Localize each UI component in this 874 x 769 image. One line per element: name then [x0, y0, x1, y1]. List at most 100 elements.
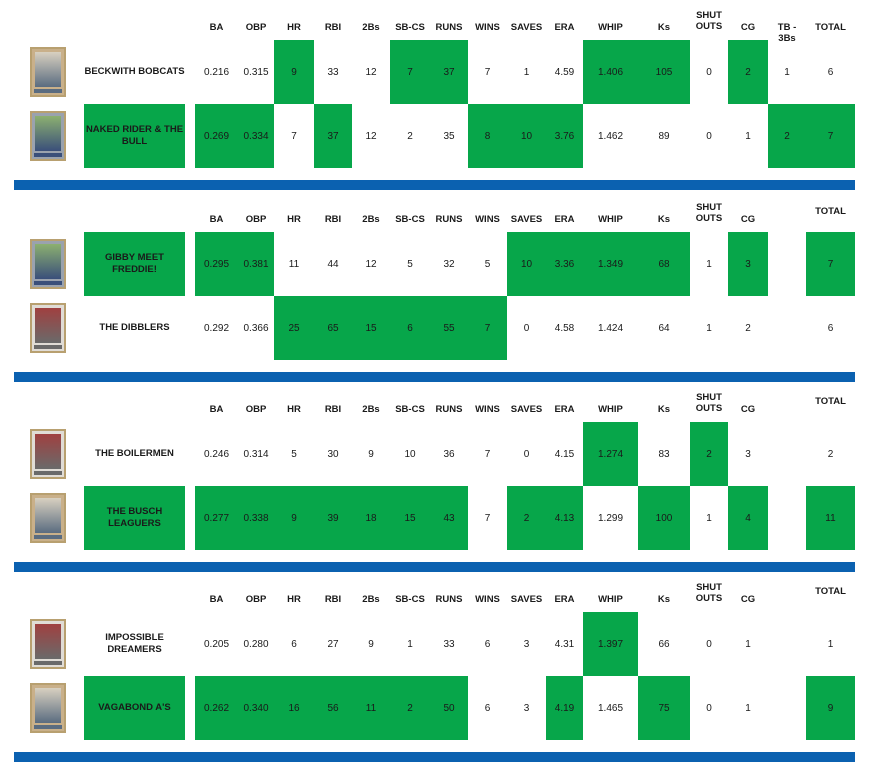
- column-header: 2Bs: [362, 214, 380, 225]
- stat-cell: 10: [404, 448, 416, 460]
- stat-cell: 43: [430, 486, 468, 550]
- stat-cell: 2: [768, 104, 806, 168]
- column-header: OBP: [245, 22, 267, 33]
- stat-cell: 50: [430, 676, 468, 740]
- stat-cell: 7: [390, 40, 430, 104]
- stat-cell: 10: [507, 104, 546, 168]
- stat-cell: 2: [690, 422, 728, 486]
- stat-cell: 7: [484, 448, 491, 460]
- stat-cell: 9: [368, 638, 374, 650]
- stat-cell: 7: [806, 232, 855, 296]
- column-header: 2Bs: [362, 22, 380, 33]
- stat-cell: 66: [658, 638, 670, 650]
- stat-cell: 1: [745, 702, 751, 714]
- stat-cell: 3.76: [546, 104, 583, 168]
- stat-cell: 7: [484, 512, 491, 524]
- stat-cell: 9: [274, 40, 314, 104]
- column-header: RBI: [324, 214, 342, 225]
- stat-cell: 4.13: [546, 486, 583, 550]
- stat-cell: 3.36: [546, 232, 583, 296]
- stat-cell: 2: [728, 40, 768, 104]
- stat-cell: 105: [638, 40, 690, 104]
- column-header: OBP: [245, 404, 267, 415]
- column-header: RUNS: [435, 404, 463, 415]
- stat-cell: 1: [706, 258, 712, 270]
- column-header: WINS: [475, 594, 500, 605]
- stat-cell: 100: [638, 486, 690, 550]
- stat-cell: 64: [658, 322, 670, 334]
- column-header: SAVES: [510, 404, 543, 415]
- section-divider: [14, 372, 855, 382]
- stat-cell: 37: [430, 40, 468, 104]
- column-header: HR: [287, 214, 301, 225]
- stat-cell: 7: [484, 66, 491, 78]
- column-header: ERA: [554, 22, 575, 33]
- column-header: WHIP: [598, 594, 623, 605]
- column-header: 2Bs: [362, 404, 380, 415]
- stat-cell: 1: [706, 322, 712, 334]
- stat-cell: 4.15: [554, 448, 575, 460]
- column-header: OBP: [245, 214, 267, 225]
- stat-cell: 4.59: [554, 66, 575, 78]
- stat-cell: 0: [706, 130, 712, 142]
- stat-cell: 15: [390, 486, 430, 550]
- column-header: CG: [740, 214, 756, 225]
- stat-cell: 6: [484, 638, 491, 650]
- pitcher-card-icon: [30, 683, 66, 733]
- stat-cell: 9: [806, 676, 855, 740]
- stat-cell: 5: [291, 448, 297, 460]
- stat-cell: 10: [507, 232, 546, 296]
- stat-cell: 1.465: [597, 702, 624, 714]
- column-header: SB-CS: [395, 22, 425, 33]
- batter-card-icon: [30, 111, 66, 161]
- column-header: WINS: [475, 404, 500, 415]
- team-name: VAGABOND A's: [84, 676, 185, 740]
- stat-cell: 18: [352, 486, 390, 550]
- stat-cell: 1: [407, 638, 413, 650]
- stat-cell: 0.366: [243, 322, 269, 334]
- stat-cell: 12: [365, 66, 377, 78]
- column-header: SAVES: [510, 22, 543, 33]
- stat-cell: 3: [523, 638, 530, 650]
- stat-cell: 16: [274, 676, 314, 740]
- stat-cell: 0.246: [203, 448, 230, 460]
- stat-cell: 68: [638, 232, 690, 296]
- section-divider: [14, 180, 855, 190]
- column-header: TOTAL: [815, 206, 846, 217]
- column-header: ERA: [554, 214, 575, 225]
- stat-cell: 0: [706, 66, 712, 78]
- stat-cell: 2: [827, 448, 834, 460]
- column-header: HR: [287, 404, 301, 415]
- stat-cell: 6: [827, 322, 834, 334]
- column-header: BA: [209, 22, 224, 33]
- column-header: Ks: [657, 594, 671, 605]
- column-header: BA: [209, 404, 224, 415]
- stat-cell: 75: [638, 676, 690, 740]
- stat-cell: 5: [407, 258, 413, 270]
- stat-cell: 0: [523, 448, 530, 460]
- column-header: Ks: [657, 22, 671, 33]
- stat-cell: 25: [274, 296, 314, 360]
- batter-card-icon: [30, 239, 66, 289]
- stat-cell: 0.295: [195, 232, 238, 296]
- stat-cell: 11: [288, 258, 300, 270]
- column-header: RBI: [324, 594, 342, 605]
- column-header: RBI: [324, 22, 342, 33]
- portrait-card-icon: [30, 303, 66, 353]
- column-header: OBP: [245, 594, 267, 605]
- stat-cell: 9: [274, 486, 314, 550]
- team-name: THE DIBBLERS: [99, 322, 170, 333]
- stat-cell: 0.277: [195, 486, 238, 550]
- stat-cell: 2: [507, 486, 546, 550]
- stat-cell: 0.292: [203, 322, 230, 334]
- team-name: THE BUSCH LEAGUERS: [84, 486, 185, 550]
- stat-cell: 37: [314, 104, 352, 168]
- stat-cell: 7: [468, 296, 507, 360]
- stat-cell: 1.406: [583, 40, 638, 104]
- column-header: Ks: [657, 404, 671, 415]
- stat-cell: 0.315: [243, 66, 269, 78]
- stat-cell: 3: [745, 448, 751, 460]
- stat-cell: 9: [368, 448, 374, 460]
- stat-cell: 1.349: [583, 232, 638, 296]
- stat-cell: 33: [327, 66, 339, 78]
